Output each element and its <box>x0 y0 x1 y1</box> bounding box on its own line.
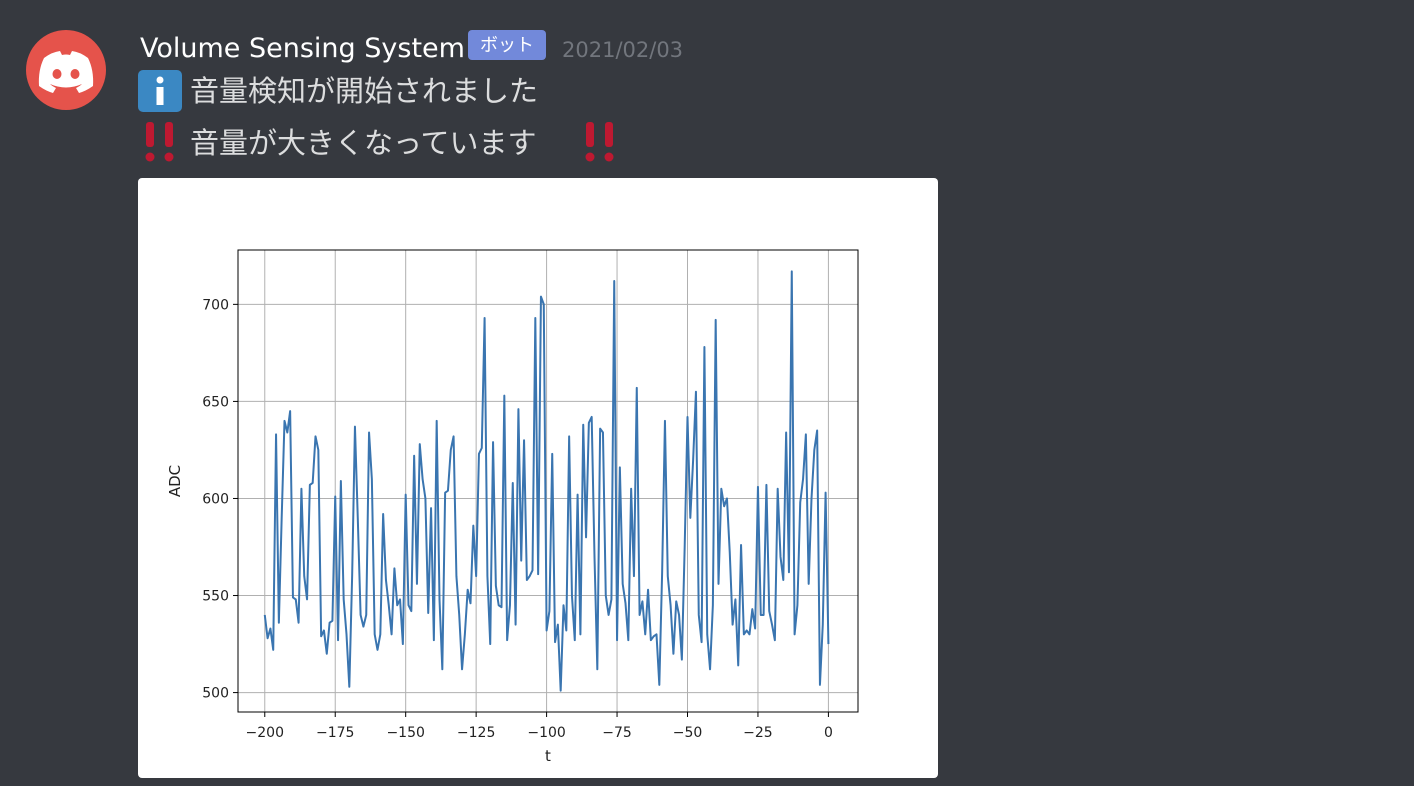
chart: −200 −175 −150 −125 −100 −75 −50 −25 0 500 550 600 6… <box>166 249 859 765</box>
bang-dot <box>164 152 174 162</box>
data-line <box>263 270 830 692</box>
bang-dot <box>604 152 614 162</box>
username[interactable]: Volume Sensing System <box>140 33 465 64</box>
x-tick-label: −150 <box>386 725 424 741</box>
logo-eye <box>52 69 62 79</box>
x-tick-label: −25 <box>743 725 773 741</box>
info-emoji-bar <box>156 87 164 105</box>
x-tick-label: −125 <box>457 725 495 741</box>
bang <box>165 122 173 147</box>
avatar[interactable] <box>26 30 106 110</box>
x-tick-label: −75 <box>602 725 632 741</box>
x-tick-label: −100 <box>527 725 565 741</box>
x-tick-label: −175 <box>316 725 354 741</box>
logo-eye <box>70 69 80 79</box>
x-tick-label: 0 <box>824 725 833 741</box>
bang <box>605 122 613 147</box>
bangbang-emoji <box>145 122 174 162</box>
y-axis-label: ADC <box>166 465 184 497</box>
message-line: 音量が大きくなっています <box>190 126 537 160</box>
bot-badge <box>468 30 546 60</box>
y-tick-label: 500 <box>202 686 229 702</box>
x-tick-label: −200 <box>246 725 284 741</box>
bang <box>146 122 154 147</box>
message-line: 音量検知が開始されました <box>190 74 538 108</box>
bangbang-emoji <box>585 122 614 162</box>
y-tick-label: 550 <box>202 589 229 605</box>
discord-logo <box>38 51 94 93</box>
x-axis-label: t <box>545 747 551 765</box>
bang-dot <box>145 152 155 162</box>
y-tick-label: 700 <box>202 297 229 313</box>
timestamp: 2021/02/03 <box>562 38 683 62</box>
bot-badge-text: ボット <box>480 35 534 56</box>
x-tick-label: −50 <box>673 725 703 741</box>
y-tick-label: 650 <box>202 394 229 410</box>
info-emoji-dot <box>156 76 164 84</box>
y-tick-label: 600 <box>202 491 229 507</box>
bang-dot <box>585 152 595 162</box>
plot-frame <box>237 249 859 713</box>
bang <box>586 122 594 147</box>
